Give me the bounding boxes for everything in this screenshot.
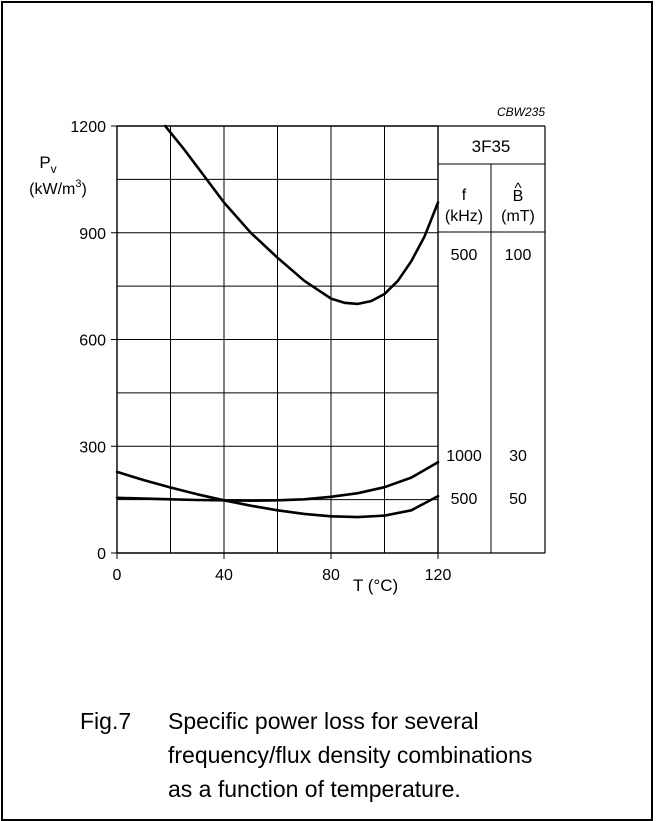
series-curve xyxy=(115,461,440,502)
table-f-header: f xyxy=(462,187,467,204)
row3-b: 50 xyxy=(509,491,527,508)
y-tick-label: 1200 xyxy=(70,119,106,136)
table-f-unit: (kHz) xyxy=(445,208,483,225)
row1-b: 100 xyxy=(505,247,532,264)
series-curve xyxy=(163,124,440,306)
y-axis-unit-suffix: ) xyxy=(82,181,87,198)
y-tick-label: 900 xyxy=(79,226,106,243)
row2-f: 1000 xyxy=(446,448,482,465)
x-tick-label: 80 xyxy=(322,567,340,584)
x-tick-label: 40 xyxy=(215,567,233,584)
caption-line-2: frequency/flux density combinations xyxy=(168,742,533,768)
x-axis-label: T (°C) xyxy=(353,576,398,595)
caption-line-3: as a function of temperature. xyxy=(168,776,461,802)
table-b-header: B xyxy=(513,188,524,205)
series-curve xyxy=(115,470,440,519)
y-axis-label: Pv xyxy=(39,153,56,176)
row3-f: 500 xyxy=(451,491,478,508)
y-axis-unit: (kW/m3) xyxy=(29,178,87,198)
table-b-hat: ^ xyxy=(514,180,521,197)
x-tick-label: 120 xyxy=(425,567,452,584)
y-axis-unit-sup: 3 xyxy=(75,178,81,190)
legend-table-grid xyxy=(438,125,546,554)
row1-f: 500 xyxy=(451,247,478,264)
row2-b: 30 xyxy=(509,448,527,465)
y-tick-label: 600 xyxy=(79,333,106,350)
table-b-unit: (mT) xyxy=(501,208,535,225)
chart-curves xyxy=(115,124,440,519)
y-axis-label-sub: v xyxy=(51,162,57,176)
caption-label: Fig.7 xyxy=(80,708,132,734)
y-axis-label-main: P xyxy=(39,153,50,172)
y-tick-label: 0 xyxy=(97,546,106,563)
x-tick-label: 0 xyxy=(113,567,122,584)
y-axis-unit-prefix: (kW/m xyxy=(29,181,75,198)
material-label: 3F35 xyxy=(472,137,511,156)
caption-line-1: Specific power loss for several xyxy=(168,708,479,734)
chart-grid xyxy=(111,125,439,559)
figure-code: CBW235 xyxy=(497,105,545,119)
y-tick-label: 300 xyxy=(79,439,106,456)
